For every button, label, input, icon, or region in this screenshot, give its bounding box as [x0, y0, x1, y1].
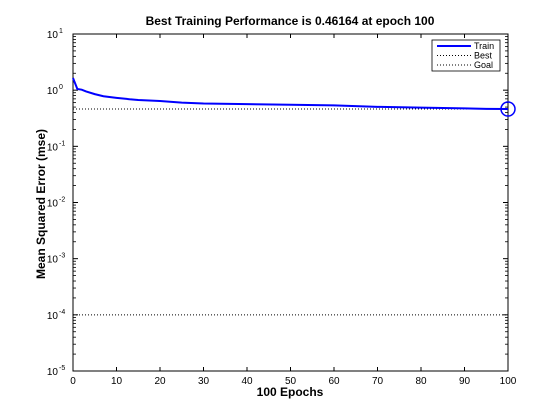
y-tick-label: 10: [47, 199, 59, 210]
x-tick-label: 60: [328, 376, 340, 387]
x-tick-label: 80: [415, 376, 427, 387]
y-tick-exponent: -1: [59, 140, 65, 147]
x-tick-label: 50: [285, 376, 297, 387]
x-axis-label: 100 Epochs: [257, 385, 324, 399]
y-tick-base: 10: [47, 86, 59, 97]
y-tick-base: 10: [47, 255, 59, 266]
y-tick-label: 10: [47, 30, 59, 41]
legend-best-label: Best: [474, 51, 493, 61]
legend-train-label: Train: [474, 41, 494, 51]
x-tick-label: 40: [241, 376, 253, 387]
y-tick-base: 10: [47, 142, 59, 153]
y-tick-exponent: -4: [59, 309, 65, 316]
best-point-marker: [500, 101, 516, 117]
y-tick-label: 10: [47, 255, 59, 266]
y-tick-exponent: 1: [59, 28, 63, 35]
legend: Train Best Goal: [431, 39, 501, 72]
x-tick-label: 90: [459, 376, 471, 387]
chart-title: Best Training Performance is 0.46164 at …: [146, 14, 435, 28]
y-tick-base: 10: [47, 199, 59, 210]
y-tick-base: 10: [47, 30, 59, 41]
y-tick-exponent: -2: [59, 197, 65, 204]
y-tick-base: 10: [47, 367, 59, 378]
y-tick-exponent: -3: [59, 253, 65, 260]
y-tick-exponent: 0: [59, 84, 63, 91]
y-tick-label: 10: [47, 142, 59, 153]
train-series-line: [72, 77, 509, 111]
x-tick-label: 30: [198, 376, 210, 387]
y-tick-label: 10: [47, 367, 59, 378]
y-tick-exponent: -5: [59, 365, 65, 372]
legend-goal-label: Goal: [474, 60, 493, 70]
x-tick-label: 10: [111, 376, 123, 387]
plot-area: [72, 33, 509, 372]
x-tick-label: 0: [70, 376, 76, 387]
y-tick-label: 10: [47, 311, 59, 322]
x-tick-label: 70: [372, 376, 384, 387]
y-tick-base: 10: [47, 311, 59, 322]
x-tick-label: 20: [154, 376, 166, 387]
x-tick-label: 100: [500, 376, 517, 387]
y-tick-label: 10: [47, 86, 59, 97]
y-axis-label: Mean Squared Error (mse): [34, 129, 48, 279]
